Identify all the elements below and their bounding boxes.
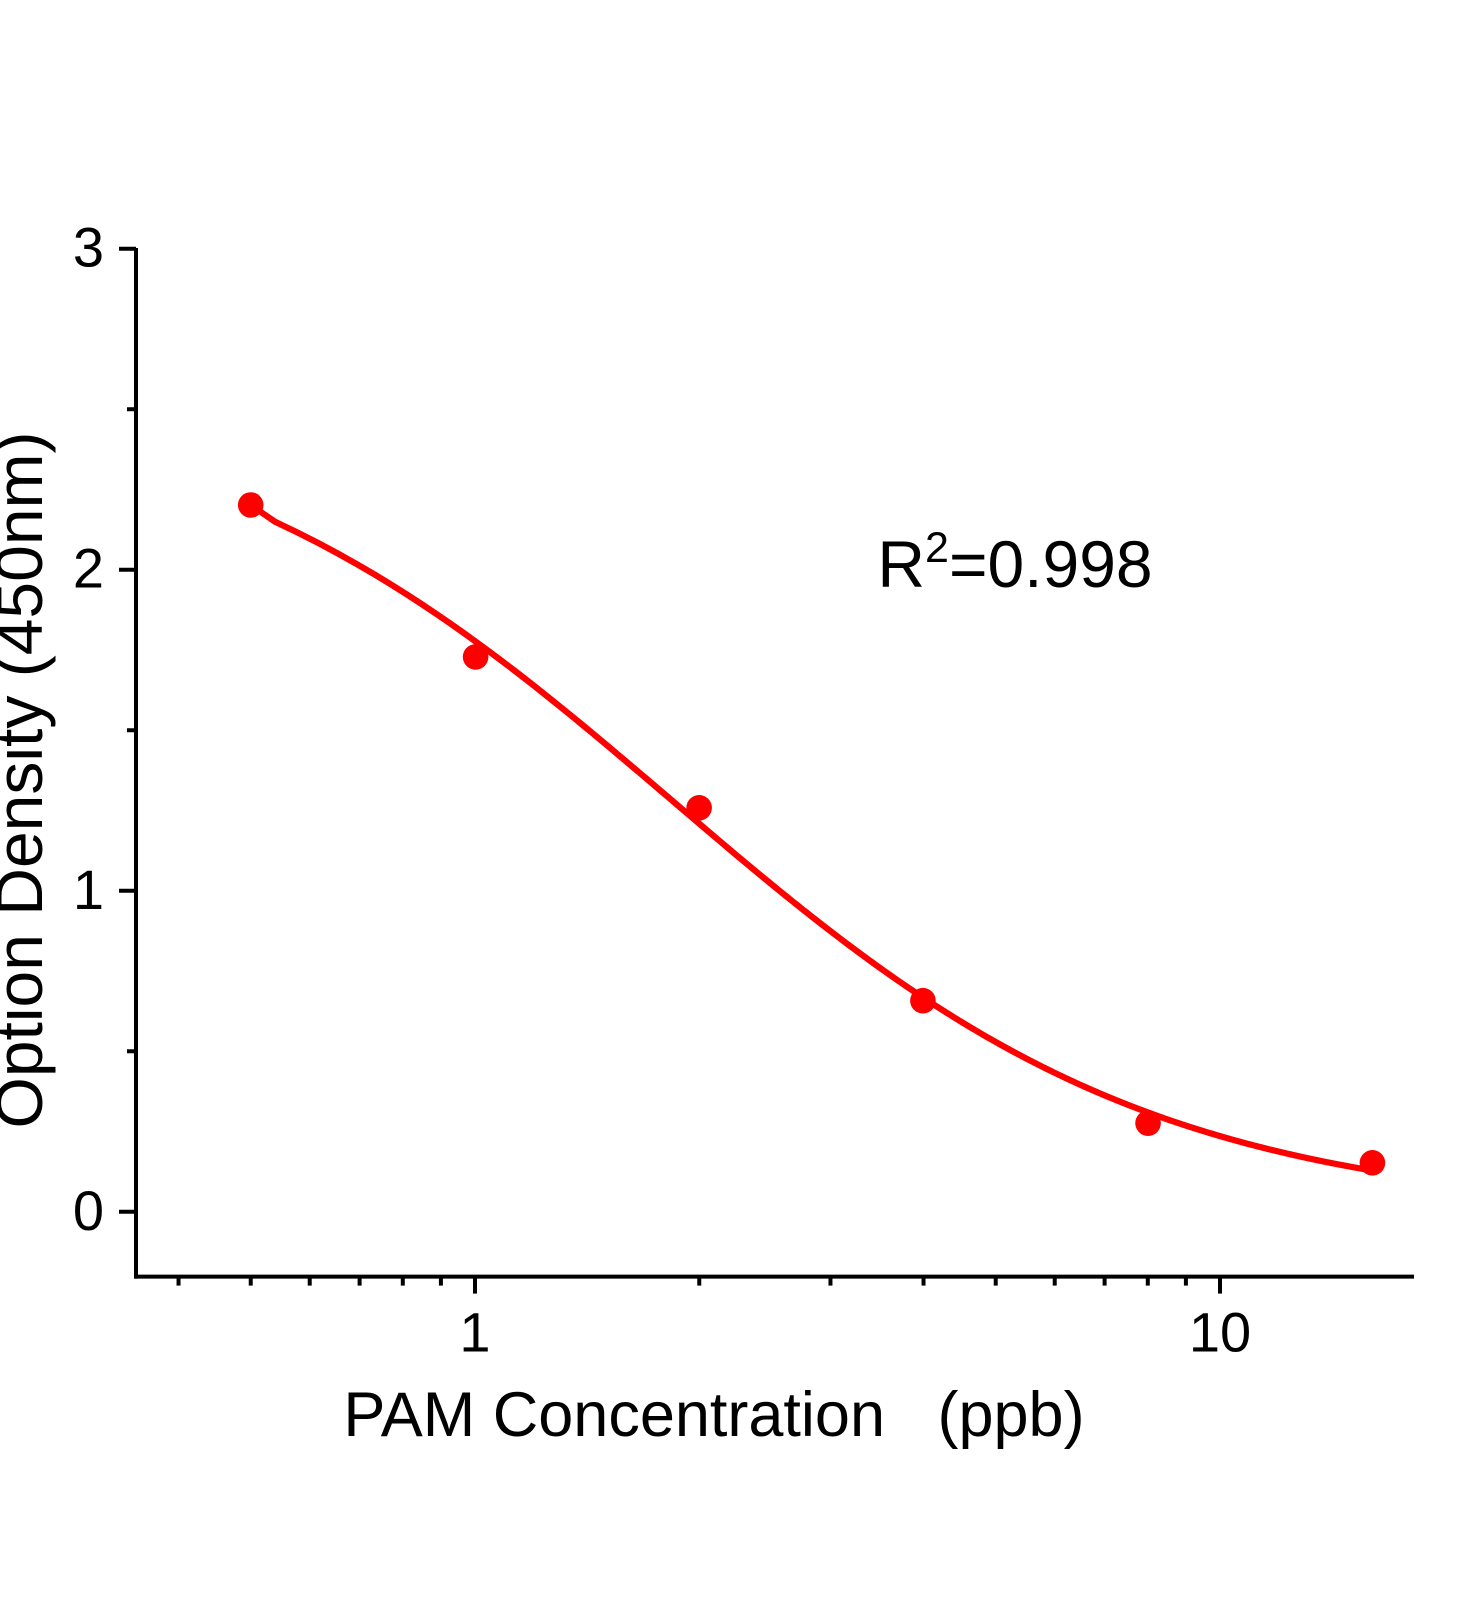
svg-text:1: 1 (73, 858, 104, 921)
svg-text:1: 1 (459, 1301, 490, 1364)
svg-text:Option Density (450nm): Option Density (450nm) (0, 432, 56, 1129)
svg-text:10: 10 (1189, 1301, 1251, 1364)
svg-text:0: 0 (73, 1179, 104, 1242)
svg-text:3: 3 (73, 216, 104, 279)
svg-text:PAM Concentration (ppb): PAM Concentration (ppb) (343, 1380, 1084, 1450)
svg-text:R2=0.998: R2=0.998 (877, 524, 1152, 601)
svg-text:2: 2 (73, 537, 104, 600)
